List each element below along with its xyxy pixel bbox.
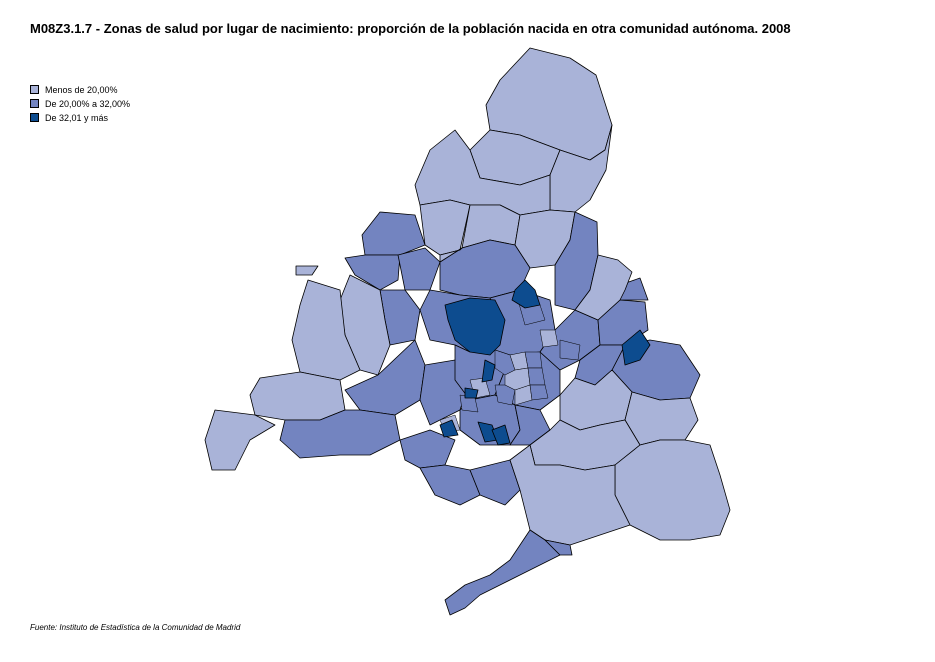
legend-swatch-mid [30, 99, 39, 108]
zone-sw-5 [469, 459, 521, 506]
legend-label-high: De 32,01 y más [45, 112, 109, 123]
zone-ne-1 [574, 254, 633, 321]
map-legend: Menos de 20,00% De 20,00% a 32,00% De 32… [30, 83, 130, 125]
legend-swatch-high [30, 113, 39, 122]
city-tile-14 [559, 339, 581, 361]
zone-high-8 [621, 329, 651, 366]
city-tile-5 [527, 367, 546, 386]
zone-high-7 [491, 424, 511, 446]
zone-ne-2 [439, 247, 463, 263]
zone-high-2 [511, 279, 541, 309]
zone-w-3 [249, 371, 346, 421]
city-tile-6 [494, 384, 516, 406]
region-high [439, 279, 651, 446]
region-north [414, 47, 613, 269]
zone-e-4 [614, 439, 731, 541]
zone-high-5 [439, 419, 459, 438]
region-southwest [279, 339, 521, 506]
city-tile-8 [529, 384, 549, 401]
map-title: M08Z3.1.7 - Zonas de salud por lugar de … [30, 21, 791, 36]
zone-nw-2 [344, 254, 401, 291]
zone-high-4 [464, 387, 479, 399]
zone-north-3 [549, 124, 613, 213]
zone-nw-3 [397, 247, 441, 291]
zone-s-2 [544, 539, 573, 556]
zone-nw-4 [439, 239, 531, 299]
region-south [444, 529, 573, 616]
region-northwest [344, 211, 599, 346]
legend-label-low: Menos de 20,00% [45, 84, 118, 95]
region-east [509, 369, 731, 546]
zone-e-2 [624, 391, 699, 446]
city-tile-3 [524, 351, 543, 369]
legend-item-low: Menos de 20,00% [30, 83, 130, 96]
zone-high-1 [444, 297, 506, 356]
zone-s-1 [444, 529, 561, 616]
zone-high-3 [481, 359, 496, 383]
zone-w-5 [295, 265, 319, 276]
city-tile-13 [539, 329, 559, 348]
region-west [204, 265, 391, 471]
region-northeast [439, 247, 633, 321]
legend-item-mid: De 20,00% a 32,00% [30, 97, 130, 110]
legend-label-mid: De 20,00% a 32,00% [45, 98, 131, 109]
zone-nw-1 [361, 211, 426, 256]
legend-swatch-low [30, 85, 39, 94]
zone-w-4 [204, 409, 276, 471]
legend-item-high: De 32,01 y más [30, 111, 130, 124]
zone-sw-1 [344, 339, 426, 416]
source-note: Fuente: Instituto de Estadística de la C… [30, 623, 241, 632]
